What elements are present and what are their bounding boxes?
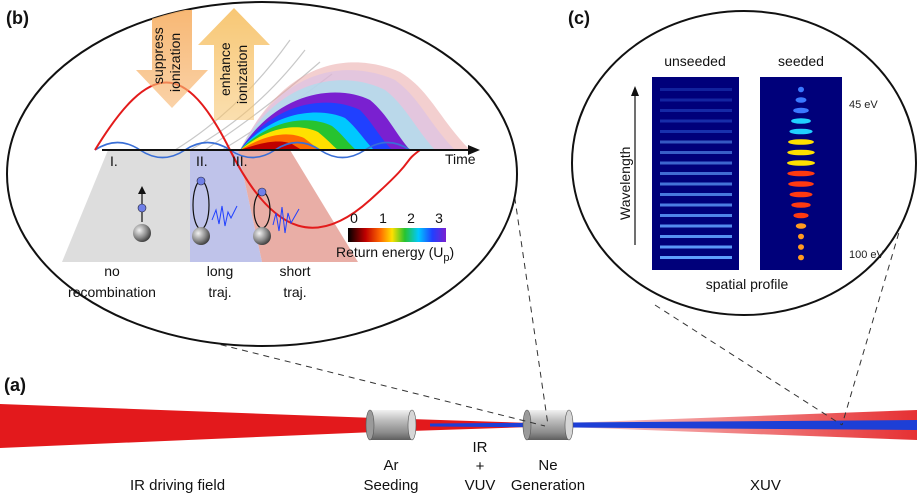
energy-100-label: 100 eV [849,249,885,261]
harmonic-spot [795,223,807,229]
colorbar-label-end: ) [450,244,455,260]
caption-long-traj: traj. [208,284,231,300]
time-axis [102,145,480,155]
spatial-profile-label: spatial profile [706,276,789,292]
colorbar-tick-3: 3 [435,210,443,226]
region-no-recombination [62,150,190,262]
harmonic-spot [793,107,809,114]
ir-beam [0,404,375,448]
panel-b-label: (b) [6,8,29,28]
plus-label: + [476,458,485,475]
vuv-wave [94,141,411,159]
caption-short-traj: traj. [283,284,306,300]
colorbar-tick-1: 1 [379,210,387,226]
return-energy-colorbar [348,228,446,242]
harmonic-spot [789,128,813,135]
harmonic-stripe [660,224,732,228]
panel-a-label: (a) [4,375,26,395]
panel-b: Time I. II. III. suppress ionization enh… [6,1,518,347]
harmonic-stripe [660,140,732,144]
colorbar-tick-2: 2 [407,210,415,226]
harmonic-stripe [660,172,732,175]
region-1-label: I. [110,153,118,169]
enhance-label: enhance [217,42,233,96]
caption-short: short [279,263,310,279]
atom-no-recombination [133,186,151,242]
wavelength-arrow [631,86,639,245]
colorbar-label: Return energy (Up) [336,244,454,264]
colorbar-label-main: Return energy (U [336,244,443,260]
generation-label: Generation [511,477,585,494]
colorbar-tick-0: 0 [350,210,358,226]
harmonic-spot [793,212,809,219]
wavelength-label: Wavelength [617,147,633,220]
xuv-label: XUV [750,477,781,494]
harmonic-stripe [660,214,732,217]
harmonic-spot [789,191,813,198]
harmonic-spot [798,233,804,240]
harmonic-spot [791,202,811,208]
zoom-lines [209,164,906,427]
ar-label: Ar [384,457,399,474]
vuv-label: VUV [465,477,496,494]
harmonic-spot [795,97,807,103]
panel-c-label: (c) [568,8,590,28]
harmonic-stripe [660,245,732,249]
xuv-beam [430,420,917,430]
suppress-ionization-label: ionization [167,33,183,92]
harmonic-stripe [660,161,732,165]
harmonic-spot [798,244,804,250]
caption-no: no [104,263,120,279]
ne-cell [522,409,574,441]
colorbar-label-sub: p [443,252,449,264]
suppress-label: suppress [150,27,166,84]
time-label: Time [445,151,476,167]
ir-driving-field-label: IR driving field [130,477,225,494]
seeding-label: Seeding [363,477,418,494]
energy-45-label: 45 eV [849,99,878,111]
return-energy-bands [240,62,470,150]
caption-recombination: recombination [68,284,156,300]
panel-a: (a) IR driving field Ar Seeding IR + VUV… [0,375,917,494]
harmonic-stripe [660,193,732,196]
harmonic-stripe [660,235,732,238]
harmonics-seeded [787,86,815,261]
harmonic-spot [788,181,814,187]
harmonic-stripe [660,109,732,112]
harmonic-spot [788,139,814,145]
ir-label: IR [473,439,488,456]
harmonic-spot [787,160,815,166]
harmonic-spot [791,118,811,124]
harmonic-spot [798,86,804,93]
harmonic-stripe [660,151,732,154]
harmonic-stripe [660,88,732,91]
harmonics-unseeded [660,88,732,259]
ar-cell [365,409,417,441]
harmonic-stripe [660,256,732,259]
harmonic-stripe [660,130,732,133]
atom-short-trajectory [253,187,300,245]
harmonic-spot [787,149,815,156]
seeded-label: seeded [778,53,824,69]
caption-long: long [207,263,233,279]
harmonic-stripe [660,98,732,102]
suppress-arrow [136,10,208,108]
region-3-label: III. [232,153,248,169]
harmonic-stripe [660,203,732,207]
harmonic-stripe [660,119,732,123]
panel-c: unseeded seeded 45 eV 100 eV spatial pro… [568,8,917,316]
atom-long-trajectory [192,176,238,245]
enhance-ionization-label: ionization [234,45,250,104]
enhance-arrow [198,8,270,120]
unseeded-label: unseeded [664,53,726,69]
ne-label: Ne [538,457,557,474]
harmonic-stripe [660,182,732,186]
region-2-label: II. [196,153,208,169]
harmonic-spot [787,170,815,177]
harmonic-spot [798,254,804,261]
